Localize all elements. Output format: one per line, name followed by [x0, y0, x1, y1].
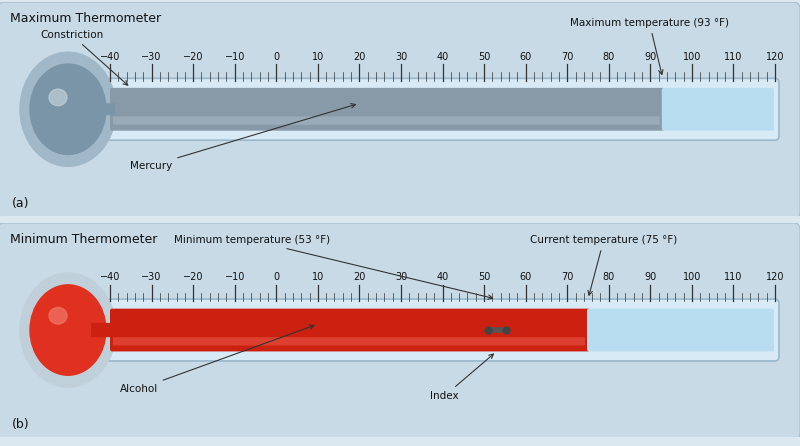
Text: 10: 10 [312, 273, 324, 282]
FancyBboxPatch shape [113, 116, 660, 125]
Text: 120: 120 [766, 52, 784, 62]
Text: 60: 60 [519, 52, 532, 62]
Circle shape [30, 64, 106, 154]
Text: 30: 30 [395, 52, 407, 62]
Text: 90: 90 [644, 273, 657, 282]
Text: Constriction: Constriction [40, 30, 128, 85]
Text: Maximum Thermometer: Maximum Thermometer [10, 12, 161, 25]
FancyBboxPatch shape [113, 337, 585, 346]
Text: 30: 30 [395, 273, 407, 282]
Text: −10: −10 [225, 52, 245, 62]
Text: Index: Index [430, 354, 494, 401]
FancyBboxPatch shape [587, 309, 774, 351]
Text: −30: −30 [142, 52, 162, 62]
Circle shape [20, 273, 116, 387]
Text: 110: 110 [724, 273, 742, 282]
Text: 110: 110 [724, 52, 742, 62]
Text: −40: −40 [100, 273, 120, 282]
FancyBboxPatch shape [662, 88, 774, 131]
Text: 80: 80 [602, 52, 615, 62]
Text: 120: 120 [766, 273, 784, 282]
Text: 40: 40 [436, 52, 449, 62]
FancyBboxPatch shape [110, 88, 665, 131]
Text: 100: 100 [682, 52, 701, 62]
Text: 20: 20 [353, 52, 366, 62]
FancyBboxPatch shape [89, 103, 115, 115]
Ellipse shape [49, 89, 67, 106]
Text: 80: 80 [602, 273, 615, 282]
Text: Maximum temperature (93 °F): Maximum temperature (93 °F) [570, 18, 729, 74]
Text: −10: −10 [225, 273, 245, 282]
Text: −30: −30 [142, 273, 162, 282]
Text: 70: 70 [561, 273, 574, 282]
Text: 60: 60 [519, 273, 532, 282]
FancyBboxPatch shape [0, 223, 800, 439]
Text: (b): (b) [12, 417, 30, 430]
Text: −20: −20 [183, 273, 203, 282]
Text: (a): (a) [12, 197, 30, 210]
Text: 100: 100 [682, 273, 701, 282]
Text: 50: 50 [478, 273, 490, 282]
FancyBboxPatch shape [0, 2, 800, 219]
Text: Current temperature (75 °F): Current temperature (75 °F) [530, 235, 678, 295]
Text: 20: 20 [353, 273, 366, 282]
FancyBboxPatch shape [106, 78, 779, 140]
Text: 40: 40 [436, 273, 449, 282]
Circle shape [20, 52, 116, 166]
Text: Alcohol: Alcohol [120, 325, 314, 394]
Text: Mercury: Mercury [130, 103, 355, 171]
Text: 70: 70 [561, 52, 574, 62]
Text: 0: 0 [273, 273, 279, 282]
Ellipse shape [49, 307, 67, 324]
Text: 0: 0 [273, 52, 279, 62]
Text: Minimum temperature (53 °F): Minimum temperature (53 °F) [174, 235, 493, 299]
Text: 50: 50 [478, 52, 490, 62]
Text: −40: −40 [100, 52, 120, 62]
FancyBboxPatch shape [106, 299, 779, 361]
Circle shape [30, 285, 106, 375]
Text: Minimum Thermometer: Minimum Thermometer [10, 232, 158, 245]
Text: 10: 10 [312, 52, 324, 62]
FancyBboxPatch shape [91, 323, 115, 337]
Text: 90: 90 [644, 52, 657, 62]
FancyBboxPatch shape [110, 309, 590, 351]
Text: −20: −20 [183, 52, 203, 62]
